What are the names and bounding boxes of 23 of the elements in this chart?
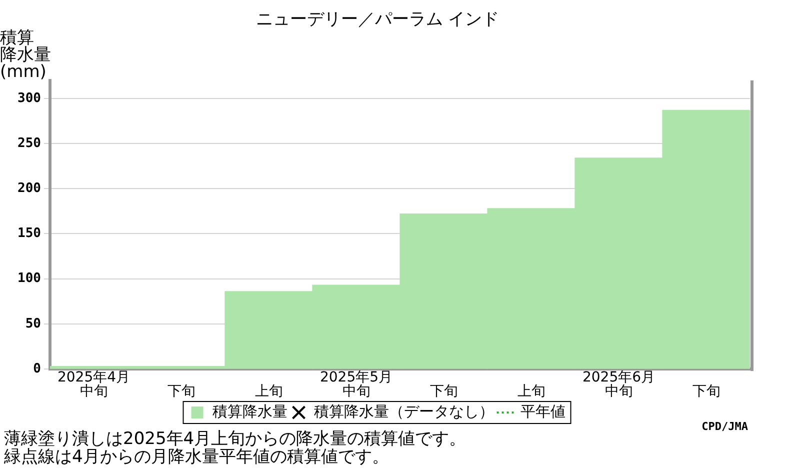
text: 緑点線は4月からの月降水量平年値の積算値です。 [4,447,390,467]
y-tick-label: 200 [18,181,42,196]
legend-label: 平年値 [520,402,566,420]
y-tick-label: 250 [18,136,42,151]
x-tick-label: 上旬 [517,384,546,400]
x-tick-label: 下旬 [692,384,720,400]
y-axis-title: 積算降水量(mm) [0,28,51,82]
x-tick-label: 上旬 [254,384,283,400]
chart-title: ニューデリー／パーラム インド [256,10,500,30]
y-tick-label: 100 [18,271,42,286]
x-tick-label: 2025年5月中旬 [320,370,393,400]
x-tick-label: 2025年6月中旬 [582,370,656,400]
y-tick-label: 300 [18,90,42,106]
text: 薄緑塗り潰しは2025年4月上旬からの降水量の積算値です。 [4,429,466,449]
y-tick-label: 0 [33,361,42,376]
text: CPD/JMA [702,420,748,433]
y-tick-label: 150 [18,226,42,242]
y-tick-label: 50 [25,316,42,332]
legend-label: 積算降水量（データなし） [314,402,494,420]
x-tick-label: 下旬 [430,384,458,400]
legend-label: 積算降水量 [212,402,288,420]
x-tick-label: 下旬 [167,384,196,400]
x-tick-label: 2025年4月中旬 [57,370,130,400]
